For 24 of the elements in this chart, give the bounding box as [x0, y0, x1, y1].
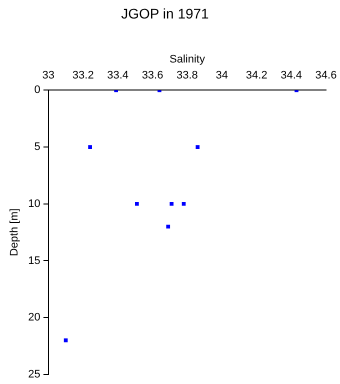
point [170, 202, 174, 206]
y-axis-title: Depth [m] [8, 208, 21, 256]
y-tick-label: 10 [28, 198, 40, 210]
y-tick-label: 0 [34, 84, 40, 96]
point [182, 202, 186, 206]
x-tick-label: 34.6 [315, 70, 337, 82]
x-tick-label: 34.4 [280, 70, 302, 82]
point [88, 145, 92, 149]
x-tick-label: 33.6 [142, 70, 164, 82]
x-axis-title: Salinity [169, 53, 206, 66]
chart-title: JGOP in 1971 [121, 5, 210, 22]
point [196, 145, 200, 149]
y-tick-label: 15 [28, 254, 40, 267]
point [134, 202, 139, 206]
y-tick-label: 25 [28, 368, 40, 380]
point [166, 224, 170, 229]
x-tick-label: 33.2 [72, 70, 94, 82]
x-tick-label: 33.8 [176, 70, 198, 82]
x-tick-label: 33.4 [107, 70, 129, 82]
x-tick-label: 33 [42, 70, 55, 82]
x-tick-label: 34.2 [246, 70, 268, 82]
y-tick-label: 20 [28, 312, 40, 324]
y-tick-label: 5 [34, 141, 40, 154]
x-tick-label: 34 [216, 70, 228, 82]
